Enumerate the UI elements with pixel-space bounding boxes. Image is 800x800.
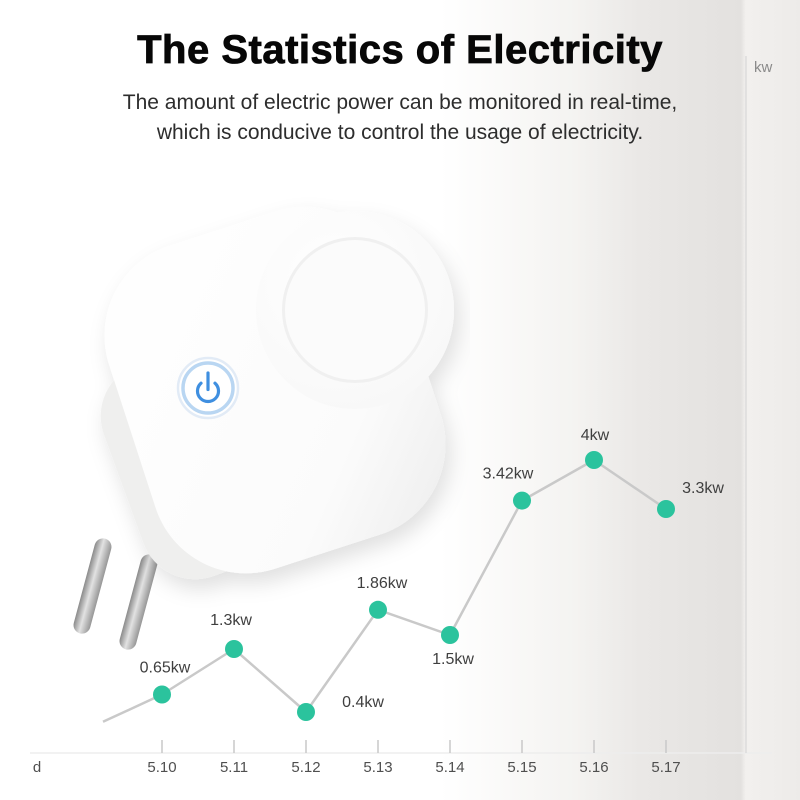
plug-body xyxy=(100,206,454,580)
x-tick-label: 5.15 xyxy=(507,759,536,776)
x-tick-label: 5.14 xyxy=(435,759,464,776)
point-value-label: 3.42kw xyxy=(483,466,534,483)
power-button xyxy=(176,356,240,420)
chart-point xyxy=(369,600,387,619)
point-value-label: 0.65kw xyxy=(140,660,191,677)
chart-point xyxy=(297,703,315,721)
point-value-label: 4kw xyxy=(581,427,610,444)
chart-point xyxy=(153,685,171,704)
smart-plug-image xyxy=(73,206,454,650)
point-value-label: 1.3kw xyxy=(210,612,252,629)
x-tick-label: 5.12 xyxy=(291,759,320,776)
x-tick-label: 5.17 xyxy=(651,759,680,776)
chart-point xyxy=(441,626,459,644)
subtitle-line-1: The amount of electric power can be moni… xyxy=(122,91,678,114)
chart-point xyxy=(657,500,675,518)
x-tick-label: 5.11 xyxy=(220,759,248,776)
point-value-label: 1.5kw xyxy=(432,651,474,668)
point-value-label: 3.3kw xyxy=(682,480,724,497)
subtitle-line-2: which is conducive to control the usage … xyxy=(156,121,644,144)
chart-point xyxy=(585,451,603,469)
page-title: The Statistics of Electricity xyxy=(137,28,663,73)
x-tick-label: 5.16 xyxy=(579,759,608,776)
plug-pins xyxy=(73,538,158,650)
page-subtitle: The amount of electric power can be moni… xyxy=(0,88,800,148)
x-axis-name: d xyxy=(33,759,41,776)
x-tick-label: 5.13 xyxy=(363,759,392,776)
point-value-label: 1.86kw xyxy=(357,575,408,592)
point-value-label: 0.4kw xyxy=(342,694,384,711)
chart-point xyxy=(513,491,531,510)
x-tick-label: 5.10 xyxy=(147,759,176,776)
power-icon xyxy=(195,371,221,404)
y-axis-unit: kw xyxy=(754,59,773,76)
chart-point xyxy=(225,640,243,658)
